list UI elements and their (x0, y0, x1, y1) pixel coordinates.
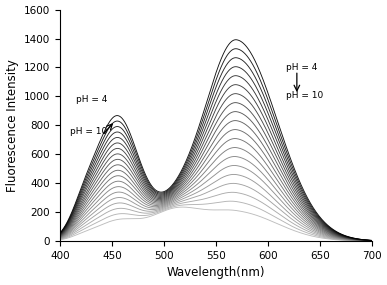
Text: pH = 10: pH = 10 (286, 91, 324, 100)
Y-axis label: Fluorescence Intensity: Fluorescence Intensity (5, 59, 19, 192)
Text: pH = 4: pH = 4 (76, 95, 107, 104)
X-axis label: Wavelength(nm): Wavelength(nm) (167, 266, 265, 280)
Text: pH = 10: pH = 10 (70, 127, 108, 136)
Text: pH = 4: pH = 4 (286, 63, 318, 72)
